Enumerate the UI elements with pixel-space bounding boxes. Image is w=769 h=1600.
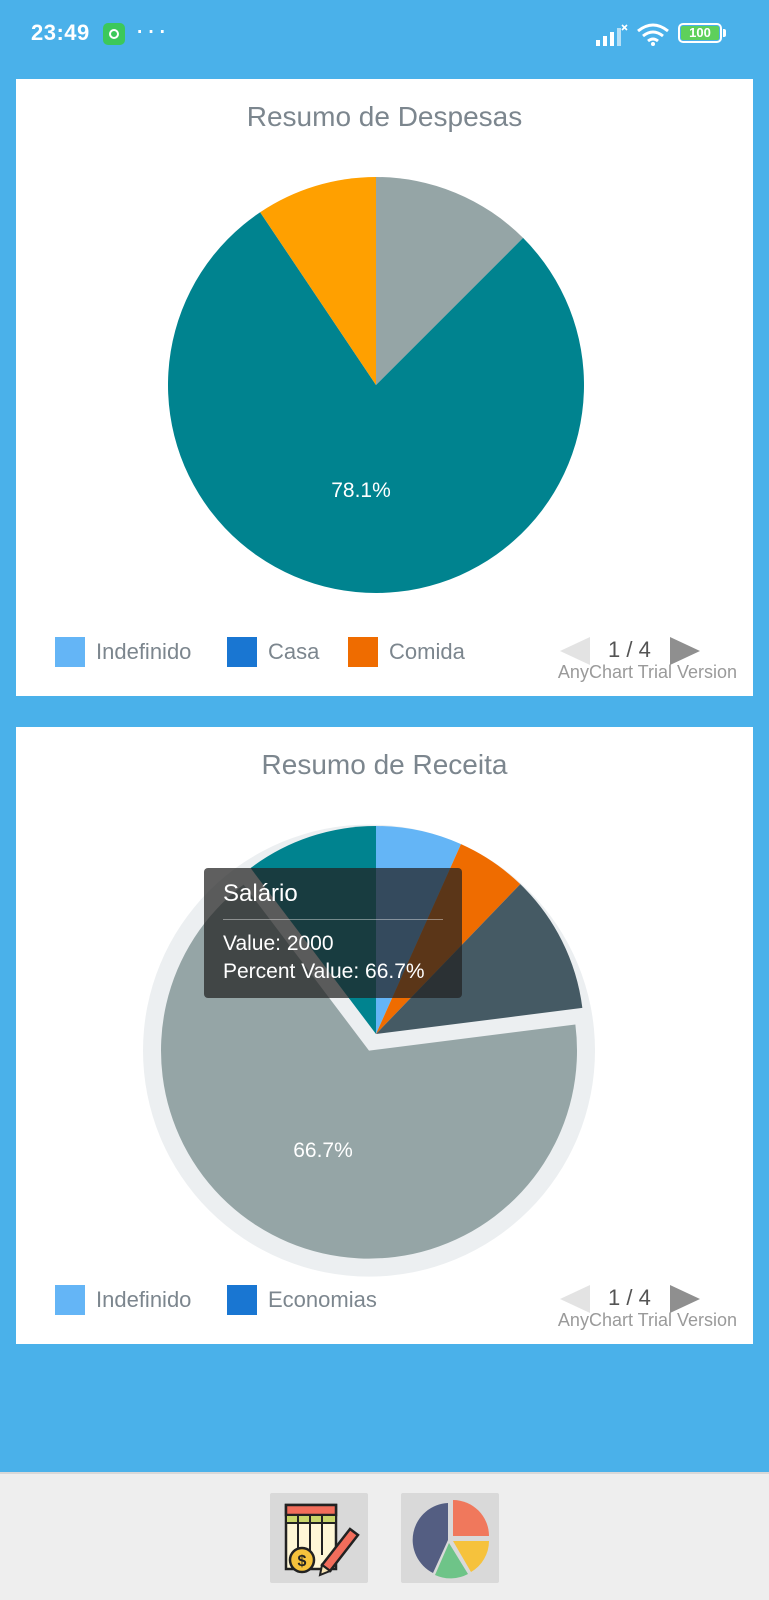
pager-prev-icon[interactable] bbox=[560, 637, 590, 665]
legend-item[interactable]: Casa bbox=[227, 637, 319, 667]
chart-title: Resumo de Despesas bbox=[246, 101, 523, 132]
legend-item[interactable]: Indefinido bbox=[55, 1285, 191, 1315]
legend-swatch bbox=[227, 1285, 257, 1315]
bottom-nav: $ bbox=[0, 1472, 769, 1600]
legend-pager: 1 / 4 AnyChart Trial Version bbox=[537, 1285, 737, 1345]
signal-icon bbox=[596, 24, 628, 46]
legend-item[interactable]: Economias bbox=[227, 1285, 377, 1315]
chart-tooltip: Salário Value: 2000 Percent Value: 66.7% bbox=[204, 868, 462, 998]
pie-slice-label: 78.1% bbox=[331, 479, 391, 502]
svg-text:$: $ bbox=[298, 1553, 307, 1570]
income-pie-chart[interactable]: 66.7% bbox=[16, 727, 753, 1344]
legend-label: Casa bbox=[268, 639, 320, 664]
pager-next-icon[interactable] bbox=[670, 1285, 700, 1313]
expenses-pie-chart[interactable]: 78.1% bbox=[16, 79, 753, 696]
legend-swatch bbox=[348, 637, 378, 667]
tooltip-divider bbox=[223, 919, 443, 920]
tooltip-title: Salário bbox=[223, 880, 298, 907]
legend-item[interactable]: Comida bbox=[348, 637, 465, 667]
status-time: 23:49 bbox=[31, 20, 90, 45]
legend-swatch bbox=[55, 637, 85, 667]
chart-credits[interactable]: AnyChart Trial Version bbox=[557, 662, 737, 682]
pager-text: 1 / 4 bbox=[608, 1285, 651, 1310]
chart-credits[interactable]: AnyChart Trial Version bbox=[557, 1310, 737, 1330]
pager-prev-icon[interactable] bbox=[560, 1285, 590, 1313]
app-notification-icon bbox=[103, 23, 125, 45]
pager-next-icon[interactable] bbox=[670, 637, 700, 665]
pie-slice[interactable] bbox=[376, 177, 524, 385]
pie-chart-icon bbox=[412, 1500, 489, 1579]
status-bar: 23:49 ··· 100 bbox=[0, 0, 769, 70]
pie-slice[interactable] bbox=[168, 212, 585, 593]
nav-charts-button[interactable] bbox=[401, 1493, 499, 1583]
legend-label: Comida bbox=[389, 639, 465, 664]
legend-swatch bbox=[55, 1285, 85, 1315]
legend-pager: 1 / 4 AnyChart Trial Version bbox=[537, 637, 737, 697]
legend-label: Indefinido bbox=[96, 639, 192, 664]
tooltip-percent: Percent Value: 66.7% bbox=[223, 960, 425, 983]
pie-slice-label: 66.7% bbox=[293, 1139, 353, 1162]
pager-text: 1 / 4 bbox=[608, 637, 651, 662]
battery-level: 100 bbox=[689, 25, 711, 40]
legend-label: Economias bbox=[268, 1287, 377, 1312]
legend-item[interactable]: Indefinido bbox=[55, 637, 191, 667]
nav-expenses-button[interactable]: $ bbox=[270, 1493, 368, 1583]
pie-slice[interactable] bbox=[260, 177, 376, 385]
spreadsheet-money-icon: $ bbox=[284, 1503, 360, 1577]
more-notifications-icon: ··· bbox=[135, 14, 169, 45]
battery-icon: 100 bbox=[678, 23, 722, 43]
expenses-chart-card: Resumo de Despesas 78.1% Indefinido Casa… bbox=[16, 79, 753, 696]
legend-label: Indefinido bbox=[96, 1287, 192, 1312]
chart-title: Resumo de Receita bbox=[261, 749, 508, 780]
wifi-icon bbox=[637, 23, 669, 46]
legend-swatch bbox=[227, 637, 257, 667]
tooltip-value: Value: 2000 bbox=[223, 932, 334, 955]
income-chart-card: Resumo de Receita 66.7% Indefinido Econo… bbox=[16, 727, 753, 1344]
